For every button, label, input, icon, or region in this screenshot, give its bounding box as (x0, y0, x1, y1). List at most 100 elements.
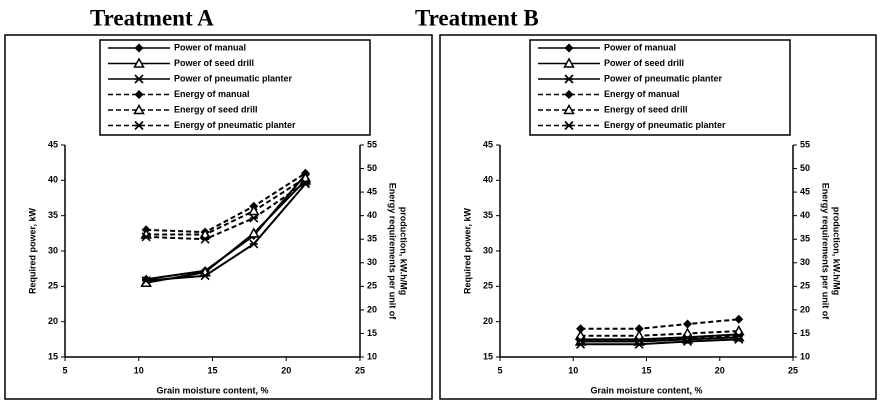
x-tick-label: 10 (134, 365, 144, 375)
y2-tick-label: 35 (800, 234, 810, 244)
marker (576, 335, 586, 346)
legend-label: Energy of seed drill (174, 104, 258, 114)
y2-tick-label: 30 (367, 257, 377, 267)
y-tick-label: 45 (48, 139, 58, 149)
legend-label: Power of manual (604, 42, 676, 52)
y2-tick-label: 35 (367, 234, 377, 244)
y2-tick-label: 50 (800, 163, 810, 173)
legend-label: Power of seed drill (174, 58, 254, 68)
series-line (146, 183, 307, 282)
x-tick-label: 15 (207, 365, 217, 375)
legend-marker (564, 43, 574, 53)
y2-axis-label: production, kW.h/Mg (399, 207, 409, 296)
series-line (146, 172, 306, 234)
y-tick-label: 25 (483, 281, 493, 291)
marker (249, 213, 259, 223)
marker (634, 324, 644, 334)
legend-label: Energy of seed drill (604, 104, 688, 114)
y2-tick-label: 25 (800, 281, 810, 291)
y-tick-label: 30 (483, 245, 493, 255)
legend-label: Energy of manual (604, 89, 680, 99)
series-line (145, 174, 307, 281)
x-tick-label: 20 (281, 365, 291, 375)
y2-tick-label: 30 (800, 257, 810, 267)
series-line (145, 179, 307, 284)
y2-tick-label: 40 (800, 210, 810, 220)
x-tick-label: 5 (62, 365, 67, 375)
y2-tick-label: 50 (367, 163, 377, 173)
y-tick-label: 20 (483, 316, 493, 326)
marker (734, 314, 744, 324)
legend-label: Power of pneumatic planter (604, 73, 723, 83)
panel-frame (439, 34, 877, 400)
y2-tick-label: 20 (800, 304, 810, 314)
x-tick-label: 25 (788, 365, 798, 375)
legend-marker (564, 74, 574, 84)
legend-marker (563, 103, 575, 115)
x-tick-label: 15 (641, 365, 651, 375)
marker (683, 319, 693, 329)
y-tick-label: 20 (48, 316, 58, 326)
legend-label: Power of seed drill (604, 58, 684, 68)
y2-tick-label: 15 (367, 328, 377, 338)
legend-label: Power of pneumatic planter (174, 73, 293, 83)
y-axis-label: Required power, kW (27, 207, 37, 294)
y2-axis-label: production, kW.h/Mg (832, 207, 842, 296)
y-tick-label: 15 (48, 351, 58, 361)
legend-marker (134, 43, 144, 53)
marker (634, 335, 644, 346)
y-tick-label: 25 (48, 281, 58, 291)
legend-marker (564, 90, 574, 99)
series-line (580, 336, 739, 343)
y2-tick-label: 55 (367, 139, 377, 149)
y2-tick-label: 45 (367, 186, 377, 196)
y-tick-label: 35 (483, 210, 493, 220)
chart-title: Treatment A (90, 5, 214, 30)
y2-tick-label: 55 (800, 139, 810, 149)
x-tick-label: 5 (497, 365, 502, 375)
y2-tick-label: 40 (367, 210, 377, 220)
marker (248, 227, 260, 238)
legend-marker (134, 90, 144, 99)
legend-label: Power of manual (174, 42, 246, 52)
x-axis-label: Grain moisture content, % (590, 385, 702, 395)
marker (200, 271, 210, 281)
y-tick-label: 40 (483, 175, 493, 185)
y-tick-label: 45 (483, 139, 493, 149)
marker (300, 178, 310, 188)
marker (141, 276, 151, 286)
marker (248, 204, 260, 216)
y2-tick-label: 20 (367, 304, 377, 314)
legend-marker (134, 74, 144, 84)
legend-marker (564, 120, 574, 131)
y2-axis-label: Energy requirements per unit of (388, 183, 398, 321)
series-line (580, 318, 739, 330)
panel-frame (4, 34, 433, 400)
legend-marker (133, 103, 145, 115)
y-tick-label: 30 (48, 245, 58, 255)
y2-tick-label: 10 (367, 351, 377, 361)
marker (734, 331, 744, 341)
x-tick-label: 25 (355, 365, 365, 375)
y-tick-label: 40 (48, 175, 58, 185)
marker (141, 232, 151, 242)
chart-title: Treatment B (415, 5, 539, 30)
series-line (580, 338, 739, 346)
x-axis-label: Grain moisture content, % (156, 385, 268, 395)
series-line (580, 330, 739, 337)
y2-tick-label: 25 (367, 281, 377, 291)
legend-frame (99, 39, 371, 136)
y2-tick-label: 10 (800, 351, 810, 361)
legend-marker (563, 57, 575, 68)
y-tick-label: 35 (48, 210, 58, 220)
legend-label: Energy of manual (174, 89, 250, 99)
marker (682, 333, 693, 343)
legend-frame (529, 39, 791, 136)
legend-marker (134, 120, 144, 131)
x-tick-label: 10 (568, 365, 578, 375)
y-axis-label: Required power, kW (462, 207, 472, 294)
marker (249, 239, 259, 249)
y2-tick-label: 15 (800, 328, 810, 338)
legend-label: Energy of pneumatic planter (174, 120, 296, 130)
y2-axis-label: Energy requirements per unit of (821, 183, 831, 321)
